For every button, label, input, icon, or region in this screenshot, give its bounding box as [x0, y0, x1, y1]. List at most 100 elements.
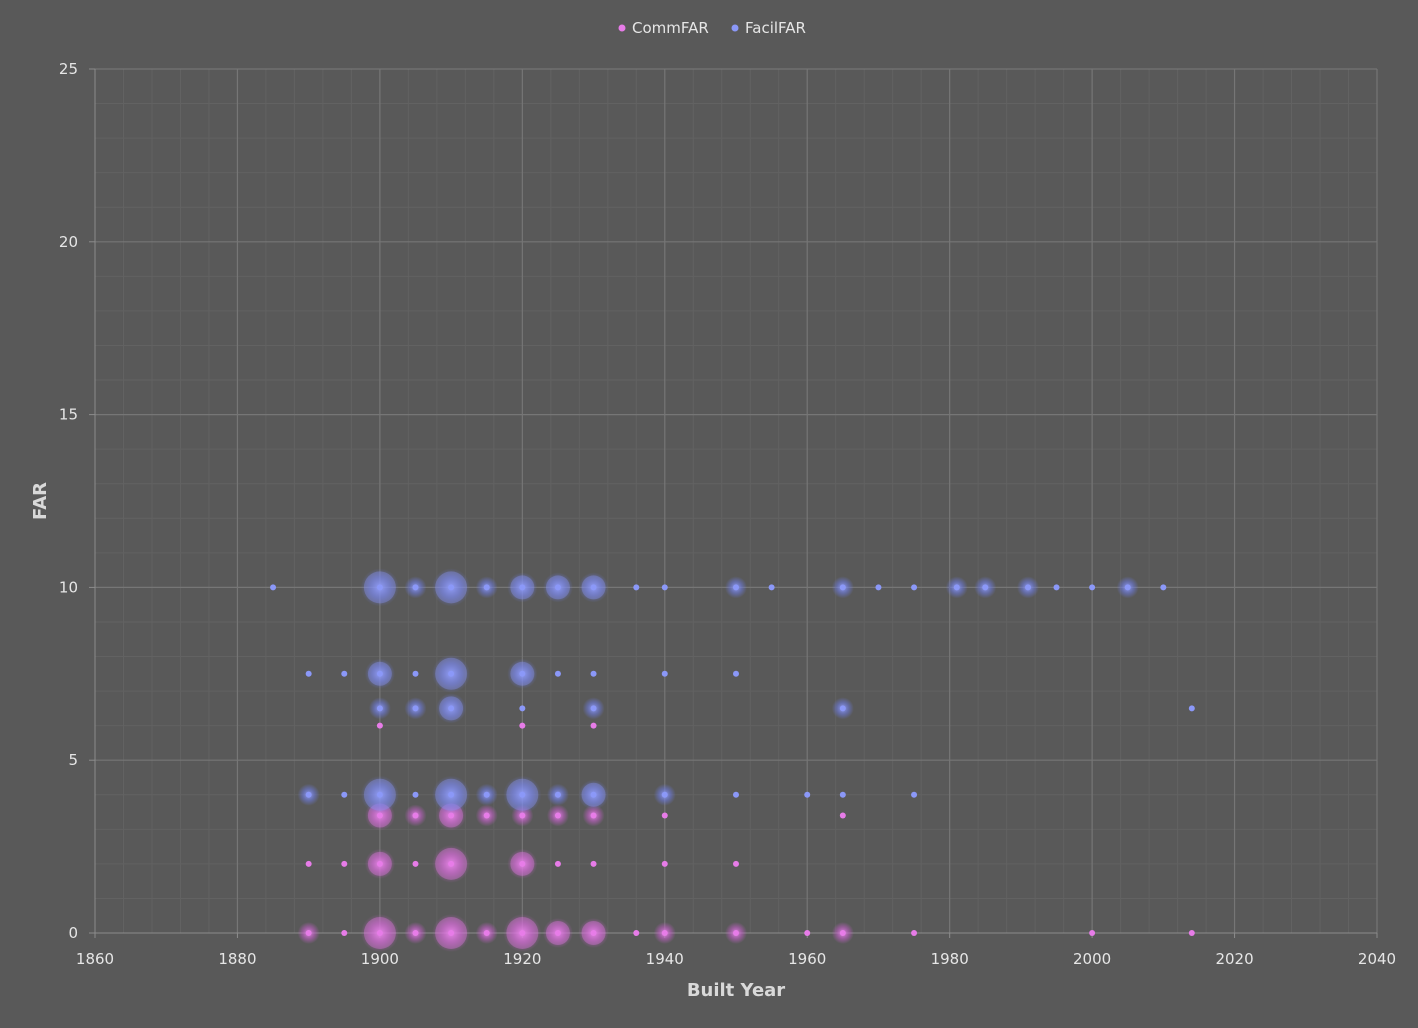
- point-commfar: [475, 804, 498, 827]
- point-marker: [733, 930, 739, 936]
- x-tick-label: 2000: [1073, 950, 1111, 968]
- point-facilfar: [839, 791, 846, 798]
- x-tick-label: 1880: [218, 950, 256, 968]
- point-facilfar: [661, 584, 668, 591]
- point-marker: [804, 791, 811, 798]
- point-facilfar: [661, 670, 668, 677]
- point-marker: [376, 812, 383, 819]
- point-facilfar: [404, 576, 427, 599]
- point-facilfar: [360, 568, 399, 607]
- point-marker: [305, 670, 312, 677]
- x-tick-label: 2020: [1215, 950, 1253, 968]
- point-marker: [448, 930, 455, 936]
- point-marker: [448, 791, 455, 798]
- point-facilfar: [507, 658, 538, 689]
- point-marker: [911, 791, 918, 798]
- point-facilfar: [341, 791, 348, 798]
- point-marker: [554, 812, 561, 819]
- point-marker: [661, 670, 668, 677]
- point-marker: [1124, 584, 1131, 591]
- point-marker: [376, 722, 383, 729]
- point-marker: [911, 930, 918, 936]
- point-facilfar: [1017, 576, 1040, 599]
- point-facilfar: [364, 658, 395, 689]
- point-marker: [448, 705, 455, 712]
- point-marker: [1089, 584, 1096, 591]
- legend-marker-commfar: [618, 24, 626, 32]
- x-tick-label: 1940: [646, 950, 684, 968]
- point-marker: [341, 791, 348, 798]
- point-facilfar: [911, 584, 918, 591]
- point-commfar: [412, 860, 419, 867]
- point-commfar: [733, 860, 739, 867]
- point-commfar: [475, 922, 498, 944]
- point-marker: [1188, 930, 1195, 936]
- x-tick-labels: 1860 1880 1900 1920 1940 1960 1980 2000 2020 2040: [76, 950, 1396, 968]
- point-marker: [483, 812, 490, 819]
- point-facilfar: [1160, 584, 1167, 591]
- point-facilfar: [475, 783, 498, 806]
- point-commfar: [404, 804, 427, 827]
- point-marker: [305, 791, 312, 798]
- point-commfar: [725, 922, 747, 944]
- point-marker: [633, 584, 640, 591]
- point-marker: [519, 812, 526, 819]
- x-tick-label: 2040: [1358, 950, 1396, 968]
- y-tick-label: 20: [59, 233, 78, 251]
- point-marker: [661, 584, 668, 591]
- point-marker: [554, 791, 561, 798]
- point-commfar: [911, 930, 918, 936]
- point-facilfar: [412, 670, 419, 677]
- point-marker: [483, 791, 490, 798]
- point-facilfar: [546, 783, 569, 806]
- point-marker: [376, 584, 383, 591]
- point-facilfar: [404, 697, 427, 720]
- point-facilfar: [974, 576, 997, 599]
- point-facilfar: [875, 584, 882, 591]
- point-facilfar: [305, 670, 312, 677]
- point-marker: [519, 791, 526, 798]
- point-marker: [733, 791, 739, 798]
- point-marker: [341, 930, 348, 936]
- legend-label-commfar: CommFAR: [632, 19, 709, 37]
- point-commfar: [432, 914, 471, 952]
- point-commfar: [404, 922, 427, 944]
- x-tick-label: 1980: [931, 950, 969, 968]
- point-commfar: [507, 848, 538, 879]
- point-marker: [448, 812, 455, 819]
- point-marker: [590, 791, 597, 798]
- point-facilfar: [554, 670, 561, 677]
- point-facilfar: [1116, 576, 1139, 599]
- point-marker: [953, 584, 960, 591]
- point-facilfar: [590, 670, 597, 677]
- point-facilfar: [768, 584, 775, 591]
- point-facilfar: [578, 779, 609, 810]
- point-marker: [911, 584, 918, 591]
- point-marker: [412, 791, 419, 798]
- y-tick-labels: 0 5 10 15 20 25: [59, 60, 78, 942]
- point-facilfar: [945, 576, 968, 599]
- point-marker: [376, 670, 383, 677]
- y-tick-label: 10: [59, 578, 78, 596]
- point-marker: [412, 812, 419, 819]
- point-marker: [376, 860, 383, 867]
- point-marker: [519, 930, 526, 936]
- point-commfar: [633, 930, 640, 936]
- point-facilfar: [578, 572, 609, 603]
- legend-label-facilfar: FacilFAR: [745, 19, 806, 37]
- point-marker: [483, 930, 490, 936]
- point-marker: [519, 670, 526, 677]
- point-marker: [376, 791, 383, 798]
- point-commfar: [1188, 930, 1195, 936]
- point-marker: [341, 670, 348, 677]
- point-marker: [590, 812, 597, 819]
- point-facilfar: [360, 775, 399, 814]
- point-commfar: [661, 860, 668, 867]
- point-facilfar: [297, 783, 320, 806]
- point-marker: [839, 812, 846, 819]
- point-facilfar: [1053, 584, 1060, 591]
- point-marker: [839, 930, 846, 936]
- point-commfar: [804, 930, 811, 936]
- point-marker: [305, 930, 312, 936]
- point-facilfar: [831, 576, 854, 599]
